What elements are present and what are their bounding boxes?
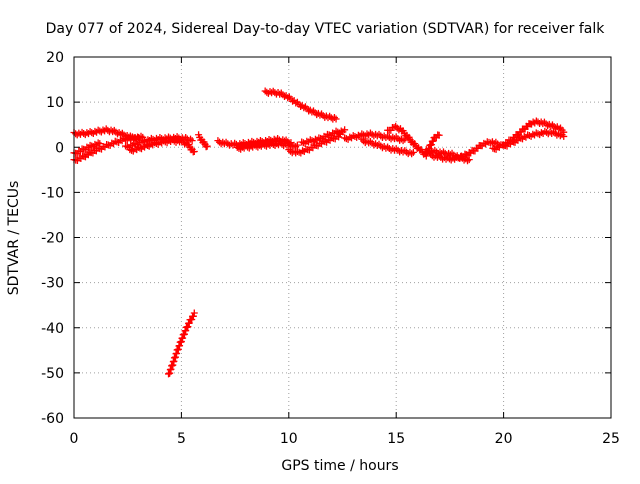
data-point-marker bbox=[293, 141, 301, 149]
data-point-marker bbox=[185, 319, 193, 327]
data-point-marker bbox=[139, 142, 147, 150]
data-point-marker bbox=[330, 114, 338, 122]
series-arc-h bbox=[233, 139, 301, 153]
series-arc-c bbox=[70, 139, 104, 158]
data-point-marker bbox=[203, 142, 211, 150]
data-point-marker bbox=[332, 115, 340, 123]
series-arc-r bbox=[422, 146, 473, 165]
data-point-marker bbox=[94, 139, 102, 147]
series-arc-g bbox=[214, 135, 295, 149]
data-point-marker bbox=[142, 141, 150, 149]
data-point-marker bbox=[401, 147, 409, 155]
data-point-marker bbox=[187, 135, 195, 143]
data-point-marker bbox=[384, 143, 392, 151]
y-tick-label: -20 bbox=[41, 231, 64, 247]
data-point-marker bbox=[560, 132, 568, 140]
data-point-marker bbox=[190, 147, 198, 155]
data-point-marker bbox=[289, 97, 297, 105]
series-arc-e bbox=[126, 136, 198, 156]
data-point-marker bbox=[188, 137, 196, 145]
series-layer bbox=[70, 87, 568, 378]
data-point-marker bbox=[341, 134, 349, 142]
data-point-marker bbox=[427, 141, 435, 149]
data-point-marker bbox=[300, 104, 308, 112]
y-tick-label: 10 bbox=[46, 95, 64, 111]
data-point-marker bbox=[91, 140, 99, 148]
series-arc-m bbox=[341, 129, 409, 145]
data-point-marker bbox=[548, 121, 556, 129]
y-tick-label: 0 bbox=[55, 140, 64, 156]
data-point-marker bbox=[429, 137, 437, 145]
data-point-marker bbox=[144, 142, 152, 150]
series-arc-o bbox=[358, 135, 417, 158]
data-point-marker bbox=[134, 143, 142, 151]
data-point-marker bbox=[184, 323, 192, 331]
x-tick-label: 10 bbox=[280, 431, 298, 447]
data-point-marker bbox=[190, 309, 198, 317]
data-point-marker bbox=[409, 148, 417, 156]
data-point-marker bbox=[375, 130, 383, 138]
data-point-marker bbox=[189, 312, 197, 320]
data-point-marker bbox=[182, 327, 190, 335]
y-axis-label: SDTVAR / TECUs bbox=[6, 181, 22, 296]
x-axis-label: GPS time / hours bbox=[281, 458, 398, 474]
series-arc-s bbox=[489, 117, 568, 153]
data-point-marker bbox=[299, 139, 307, 147]
data-point-marker bbox=[308, 108, 316, 116]
x-tick-label: 20 bbox=[495, 431, 513, 447]
data-point-marker bbox=[292, 99, 300, 107]
series-arc-n bbox=[384, 122, 430, 160]
chart-title: Day 077 of 2024, Sidereal Day-to-day VTE… bbox=[46, 21, 606, 37]
data-point-marker bbox=[342, 135, 350, 143]
series-arc-j bbox=[298, 126, 349, 147]
series-arc-i bbox=[285, 130, 344, 157]
series-arc-f bbox=[195, 131, 211, 151]
data-point-marker bbox=[136, 144, 144, 152]
data-point-marker bbox=[298, 138, 306, 146]
data-point-marker bbox=[214, 137, 222, 145]
y-tick-label: -30 bbox=[41, 276, 64, 292]
series-arc-l bbox=[165, 309, 198, 378]
x-tick-label: 15 bbox=[387, 431, 405, 447]
x-tick-label: 0 bbox=[70, 431, 79, 447]
data-point-marker bbox=[292, 143, 300, 151]
series-arc-p bbox=[422, 131, 443, 157]
series-arc-k bbox=[261, 87, 340, 123]
series-arc-t bbox=[500, 127, 568, 150]
data-point-marker bbox=[96, 140, 104, 148]
y-tick-label: -40 bbox=[41, 321, 64, 337]
x-tick-label: 5 bbox=[177, 431, 186, 447]
data-point-marker bbox=[341, 126, 349, 134]
y-tick-label: -60 bbox=[41, 411, 64, 427]
tick-layer: 0 5 10 15 20 25 -60 -50 -40 -30 -20 -10 0 10 20 bbox=[41, 50, 620, 447]
data-point-marker bbox=[392, 145, 400, 153]
data-point-marker bbox=[122, 142, 130, 150]
plot-frame bbox=[73, 56, 612, 419]
data-point-marker bbox=[293, 147, 301, 155]
data-point-marker bbox=[295, 148, 303, 156]
y-tick-label: 20 bbox=[46, 50, 64, 66]
data-point-marker bbox=[465, 156, 473, 164]
data-point-marker bbox=[284, 94, 292, 102]
y-tick-label: -50 bbox=[41, 366, 64, 382]
grid-layer bbox=[74, 57, 611, 418]
data-point-marker bbox=[435, 131, 443, 139]
x-tick-label: 25 bbox=[602, 431, 620, 447]
y-tick-label: -10 bbox=[41, 185, 64, 201]
data-point-marker bbox=[408, 150, 416, 158]
